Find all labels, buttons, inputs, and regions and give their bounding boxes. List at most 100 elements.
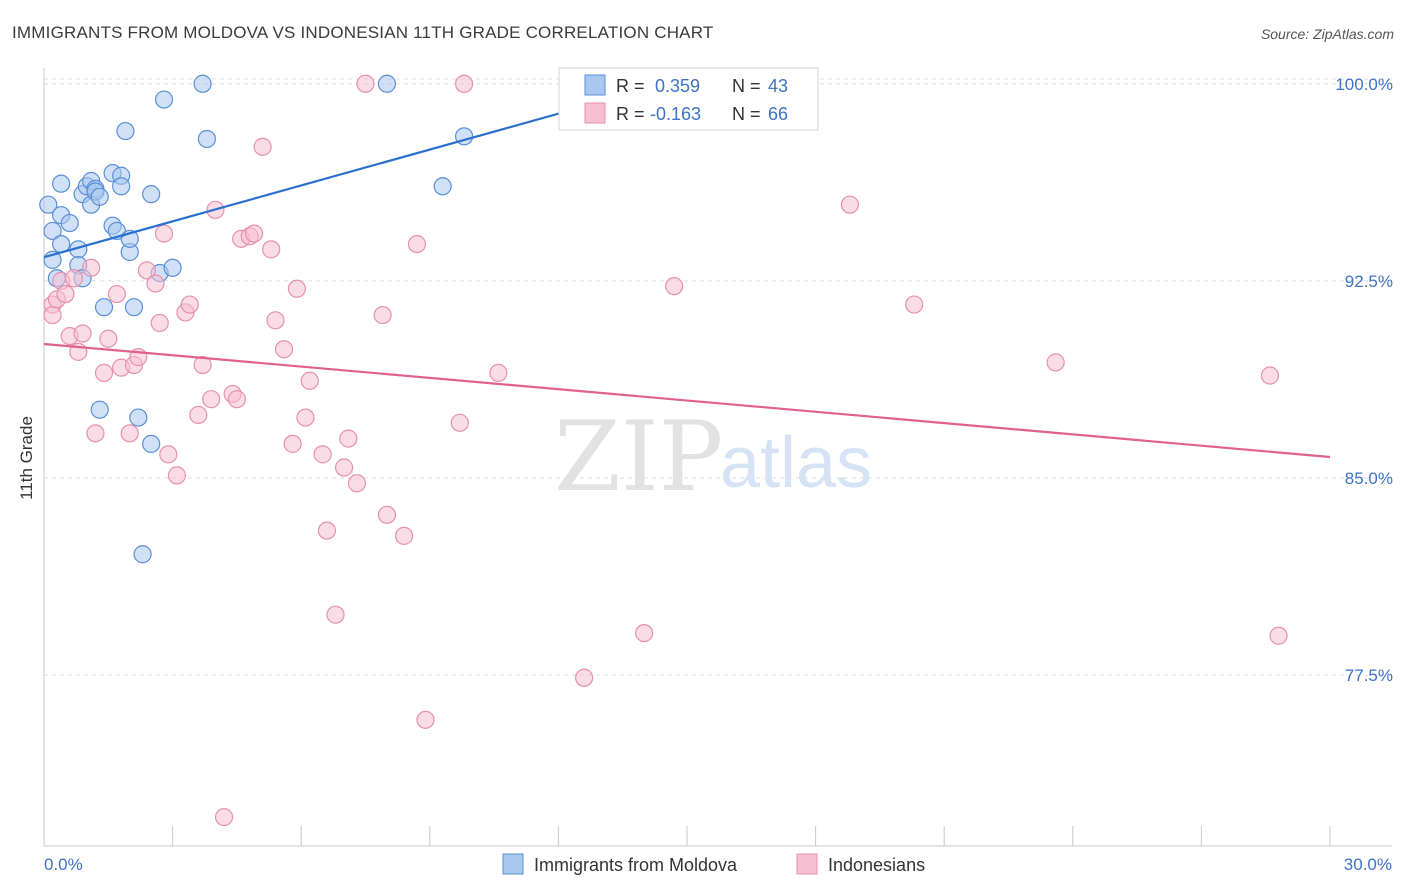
indonesian-point xyxy=(326,605,345,624)
indonesian-point xyxy=(107,284,126,304)
source-credit: Source: ZipAtlas.com xyxy=(1261,26,1394,42)
stats-r-value-1: 0.359 xyxy=(655,76,700,96)
indonesian-point xyxy=(283,434,302,453)
legend-swatch-moldova xyxy=(502,853,524,875)
indonesian-point xyxy=(317,521,337,540)
moldova-point xyxy=(94,298,114,317)
moldova-point xyxy=(124,298,144,317)
indonesian-point xyxy=(635,624,654,643)
indonesian-point xyxy=(94,363,114,382)
stats-n-label-1: N = xyxy=(732,76,761,96)
indonesian-point xyxy=(394,526,414,545)
moldova-point xyxy=(133,545,152,564)
indonesian-point xyxy=(356,74,375,93)
indonesian-point xyxy=(154,224,174,243)
x-tick-label-max: 30.0% xyxy=(1344,855,1392,874)
indonesian-point xyxy=(665,277,684,296)
indonesian-point xyxy=(180,295,199,314)
moldova-point xyxy=(377,74,397,93)
moldova-point xyxy=(116,121,135,141)
moldova-point xyxy=(197,129,216,149)
indonesian-point xyxy=(347,474,367,493)
moldova-point xyxy=(129,408,148,427)
indonesian-point xyxy=(416,710,435,729)
indonesian-point xyxy=(274,340,294,359)
stats-r-label-2: R = xyxy=(616,104,645,124)
indonesian-point xyxy=(167,466,186,485)
indonesian-point xyxy=(64,269,84,288)
indonesian-trend-line xyxy=(43,342,1331,459)
watermark: ZIP atlas xyxy=(554,401,872,513)
moldova-point xyxy=(112,177,131,196)
indonesian-point xyxy=(159,445,178,464)
watermark-atlas: atlas xyxy=(720,423,872,503)
indonesian-point xyxy=(56,284,75,304)
indonesian-point xyxy=(905,295,924,314)
indonesian-point xyxy=(244,224,264,243)
chart-title: IMMIGRANTS FROM MOLDOVA VS INDONESIAN 11… xyxy=(12,23,713,42)
moldova-point xyxy=(60,213,79,233)
indonesian-point xyxy=(454,74,474,93)
moldova-point xyxy=(142,434,161,453)
indonesian-point xyxy=(840,195,859,214)
moldova-point xyxy=(90,400,109,419)
watermark-zip: ZIP xyxy=(554,401,723,513)
indonesian-point xyxy=(193,355,212,375)
y-tick-label: 92.5% xyxy=(1345,272,1393,291)
indonesian-point xyxy=(86,424,105,443)
indonesian-point xyxy=(1269,626,1288,645)
indonesian-point xyxy=(73,324,92,343)
indonesian-point xyxy=(373,305,392,325)
indonesian-point xyxy=(575,668,594,687)
indonesian-point xyxy=(450,413,469,432)
indonesian-point xyxy=(202,390,221,409)
y-tick-labels: 100.0% 92.5% 85.0% 77.5% xyxy=(1335,75,1393,685)
indonesian-point xyxy=(82,258,101,277)
x-tick-labels: 0.0% 30.0% xyxy=(44,855,1392,874)
x-tick-label-min: 0.0% xyxy=(44,855,83,874)
moldova-point xyxy=(433,177,452,196)
stats-n-label-2: N = xyxy=(732,104,761,124)
indonesian-point xyxy=(214,807,234,827)
indonesian-point xyxy=(120,424,139,443)
indonesian-point xyxy=(1260,366,1280,385)
indonesian-point xyxy=(287,279,307,298)
moldova-point xyxy=(43,221,62,241)
indonesian-point xyxy=(43,305,62,325)
indonesian-point xyxy=(189,405,208,425)
moldova-point xyxy=(90,187,109,206)
indonesian-point xyxy=(146,274,165,293)
y-tick-label: 77.5% xyxy=(1345,666,1393,685)
moldova-point xyxy=(142,185,161,204)
indonesian-point xyxy=(1046,353,1065,372)
legend: Immigrants from Moldova Indonesians xyxy=(502,853,925,875)
indonesian-point xyxy=(296,408,315,427)
moldova-point xyxy=(154,90,174,109)
stats-r-label-1: R = xyxy=(616,76,645,96)
indonesian-point xyxy=(266,311,285,330)
indonesian-point xyxy=(407,235,427,254)
indonesian-point xyxy=(313,445,332,464)
gridlines xyxy=(44,78,1392,676)
indonesian-point xyxy=(99,329,118,348)
indonesian-point xyxy=(262,240,281,259)
stats-swatch-blue xyxy=(584,74,606,96)
indonesian-point xyxy=(137,261,156,280)
indonesian-point xyxy=(300,371,319,390)
y-tick-label: 85.0% xyxy=(1345,469,1393,488)
legend-swatch-indonesians xyxy=(796,853,818,875)
y-tick-label: 100.0% xyxy=(1335,75,1393,94)
legend-label-moldova: Immigrants from Moldova xyxy=(534,855,738,875)
y-axis-label: 11th Grade xyxy=(17,416,36,500)
moldova-point xyxy=(39,195,58,214)
indonesian-point xyxy=(150,313,169,333)
stats-r-value-2: -0.163 xyxy=(650,104,701,124)
indonesian-point xyxy=(339,429,358,448)
indonesian-point xyxy=(334,458,354,477)
moldova-point xyxy=(52,174,71,193)
moldova-point xyxy=(193,74,212,93)
moldova-point xyxy=(163,258,182,277)
legend-label-indonesians: Indonesians xyxy=(828,855,925,875)
stats-n-value-2: 66 xyxy=(768,104,788,124)
